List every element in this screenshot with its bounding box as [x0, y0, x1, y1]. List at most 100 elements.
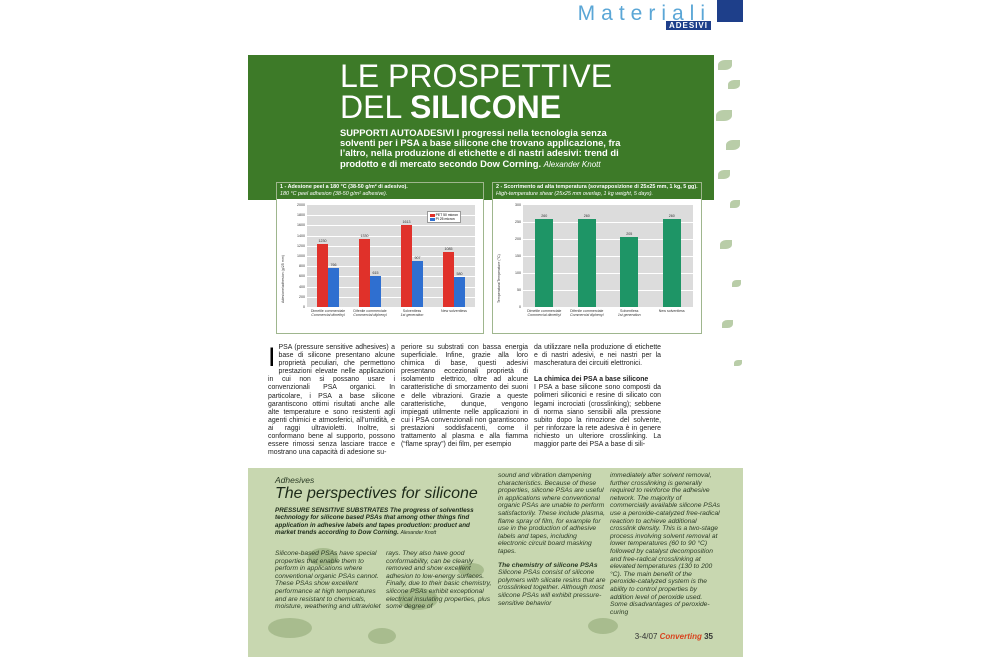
body-column-3-text: da utilizzare nella produzione di etiche… [534, 344, 661, 368]
chart-1-tick-label: 1400 [297, 233, 305, 238]
chart-1-tick-label: 1800 [297, 213, 305, 218]
english-column-4: immediately after solvent removal, furth… [610, 472, 721, 616]
body-column-1-text: PSA (pressure sensitive adhesives) a bas… [268, 344, 395, 457]
legend-swatch [429, 217, 435, 221]
english-column-1: Silicone-based PSAs have special propert… [275, 550, 381, 611]
english-label: Adhesives [275, 475, 315, 485]
chart-1-gridline [307, 286, 475, 288]
english-column-3-text: sound and vibration dampening characteri… [498, 472, 605, 555]
header-tab [717, 0, 743, 22]
chart-2-x-tick-label: Solventless 1st generation [617, 309, 641, 318]
chart-2-value-label: 260 [541, 213, 548, 218]
chart-1-gridline [307, 225, 475, 227]
chart-2-bar [620, 237, 639, 307]
chart-1-bar [454, 277, 465, 307]
section-subtitle: ADESIVI [665, 21, 711, 30]
legend-swatch [429, 213, 435, 217]
chart-1-tick-label: 800 [299, 264, 305, 269]
english-summary-box: Adhesives The perspectives for silicone … [248, 468, 743, 657]
chart-1-gridline [307, 235, 475, 237]
chart-2-bar [662, 218, 681, 307]
chart-2-y-axis-label: Temperatura/Temperature (°C) [497, 254, 501, 303]
chart-2-gridline [523, 290, 693, 291]
title-line-2-bold: SILICONE [409, 89, 562, 125]
article-title: LE PROSPETTIVE DEL SILICONE [340, 58, 613, 125]
chart-2-tick-label: 100 [515, 271, 521, 275]
chart-1-x-tick-label: Dimetile commerciale Commercial dimethyl [310, 309, 346, 318]
page-number: 35 [704, 632, 713, 641]
chart-1-gridline [307, 256, 475, 257]
chart-2-value-label: 260 [583, 213, 590, 218]
chart-1-tick-label: 400 [299, 284, 305, 289]
chart-1-gridline [307, 296, 475, 298]
chart-1-caption: 1 - Adesione peel a 180 °C (38-50 g/m² d… [277, 183, 483, 199]
chart-1-bar [328, 267, 339, 307]
chart-2-caption: 2 - Scorrimento ad alta temperatura (sov… [493, 183, 701, 199]
section-title: Materiali [577, 2, 711, 25]
magazine-name: Converting [659, 632, 702, 641]
chart-2-x-tick-label: New solventless [658, 309, 685, 313]
title-line-1: LE PROSPETTIVE [340, 58, 613, 94]
chart-1-plot-area: 1230 766 1330 615 1613 907 1085 580 PET 50 micro… [307, 205, 475, 307]
chart-2-gridline [523, 239, 693, 240]
body-column-2-text: periore su substrati con bassa energia s… [401, 344, 528, 449]
body-column-3b-text: I PSA a base silicone sono composti da p… [534, 384, 661, 449]
english-subhead: The chemistry of silicone PSAs [498, 561, 598, 569]
chart-2-tick-label: 200 [515, 237, 521, 241]
body-column-3: da utilizzare nella produzione di etiche… [534, 344, 661, 449]
chart-1-bar [443, 251, 454, 307]
chart-1-value-label: 766 [330, 262, 337, 267]
chart-2-caption-en: High-temperature shear (25x25 mm overlap… [496, 191, 653, 197]
chart-1-caption-it: 1 - Adesione peel a 180 °C (38-50 g/m² d… [280, 184, 408, 190]
chart-1-tick-label: 2000 [297, 203, 305, 207]
chart-1-bar [370, 275, 381, 307]
chart-1-y-axis-label: Adesione/adhesion (g/25 mm) [281, 255, 285, 303]
english-deck: PRESSURE SENSITIVE SUBSTRATES The progre… [275, 507, 485, 537]
chart-1-gridline [307, 266, 475, 268]
deck-author: Alexander Knott [543, 159, 601, 169]
chart-1-value-label: 1230 [318, 239, 327, 244]
english-column-3: sound and vibration dampening characteri… [498, 472, 606, 607]
chart-1-tick-label: 200 [299, 294, 305, 299]
chart-1-x-tick-label: New solventless [441, 309, 467, 313]
chart-2-gridline [523, 222, 693, 223]
english-author: Alexander Knott [400, 529, 437, 536]
page-footer: 3-4/07 Converting 35 [635, 632, 713, 641]
chart-2-tick-label: 150 [515, 254, 521, 258]
body-column-1: I PSA (pressure sensitive adhesives) a ba… [268, 344, 395, 457]
chart-2-value-label: 205 [626, 232, 633, 237]
chart-1-legend: PET 50 micron PI 25 micron [426, 211, 461, 224]
chart-1-gridline [307, 276, 475, 278]
drop-cap: I [268, 342, 276, 372]
chart-1-value-label: 615 [372, 270, 379, 275]
chart-shear-temperature: 2 - Scorrimento ad alta temperatura (sov… [492, 182, 702, 334]
chart-1-tick-label: 1200 [297, 243, 305, 248]
chart-1-gridline [307, 215, 475, 217]
chart-2-gridline [523, 256, 693, 257]
chart-1-caption-en: 180 °C peel adhesion (38-50 g/m² adhesiv… [280, 191, 388, 197]
chart-2-plot-area: 260 260 205 260 [523, 205, 693, 307]
chart-2-x-tick-label: Dimetile commerciale Commercial dimethyl [527, 309, 562, 318]
chart-1-value-label: 907 [414, 255, 421, 260]
article-deck: SUPPORTI AUTOADESIVI I progressi nella t… [340, 127, 640, 170]
chart-1-bar [317, 244, 328, 307]
chart-2-x-tick-label: Difenile commerciale Commercial diphenyl [569, 309, 604, 318]
chart-1-tick-label: 1000 [297, 254, 305, 258]
english-title: The perspectives for silicone [275, 485, 478, 502]
body-subhead: La chimica dei PSA a base silicone [534, 376, 649, 384]
chart-1-bar [401, 224, 412, 307]
deck-text: SUPPORTI AUTOADESIVI I progressi nella t… [340, 127, 621, 169]
title-banner: LE PROSPETTIVE DEL SILICONE SUPPORTI AUT… [248, 55, 714, 200]
chart-1-x-tick-label: Solventless 1st generation [400, 309, 424, 318]
magazine-page: Materiali ADESIVI LE PROSPETTIVE DEL SIL… [248, 0, 743, 657]
chart-2-tick-label: 250 [515, 220, 521, 224]
chart-1-tick-label: 600 [299, 274, 305, 279]
body-column-2: periore su substrati con bassa energia s… [401, 344, 528, 449]
chart-1-tick-label: 1600 [297, 223, 305, 228]
chart-1-tick-label: 0 [303, 305, 305, 309]
chart-1-legend-entry: PI 25 micron [429, 217, 458, 221]
chart-2-value-label: 260 [668, 213, 675, 218]
title-line-2: DEL [340, 89, 410, 125]
chart-1-x-tick-label: Difenile commerciale Commercial diphenyl [353, 309, 387, 318]
chart-1-bar [359, 239, 370, 307]
